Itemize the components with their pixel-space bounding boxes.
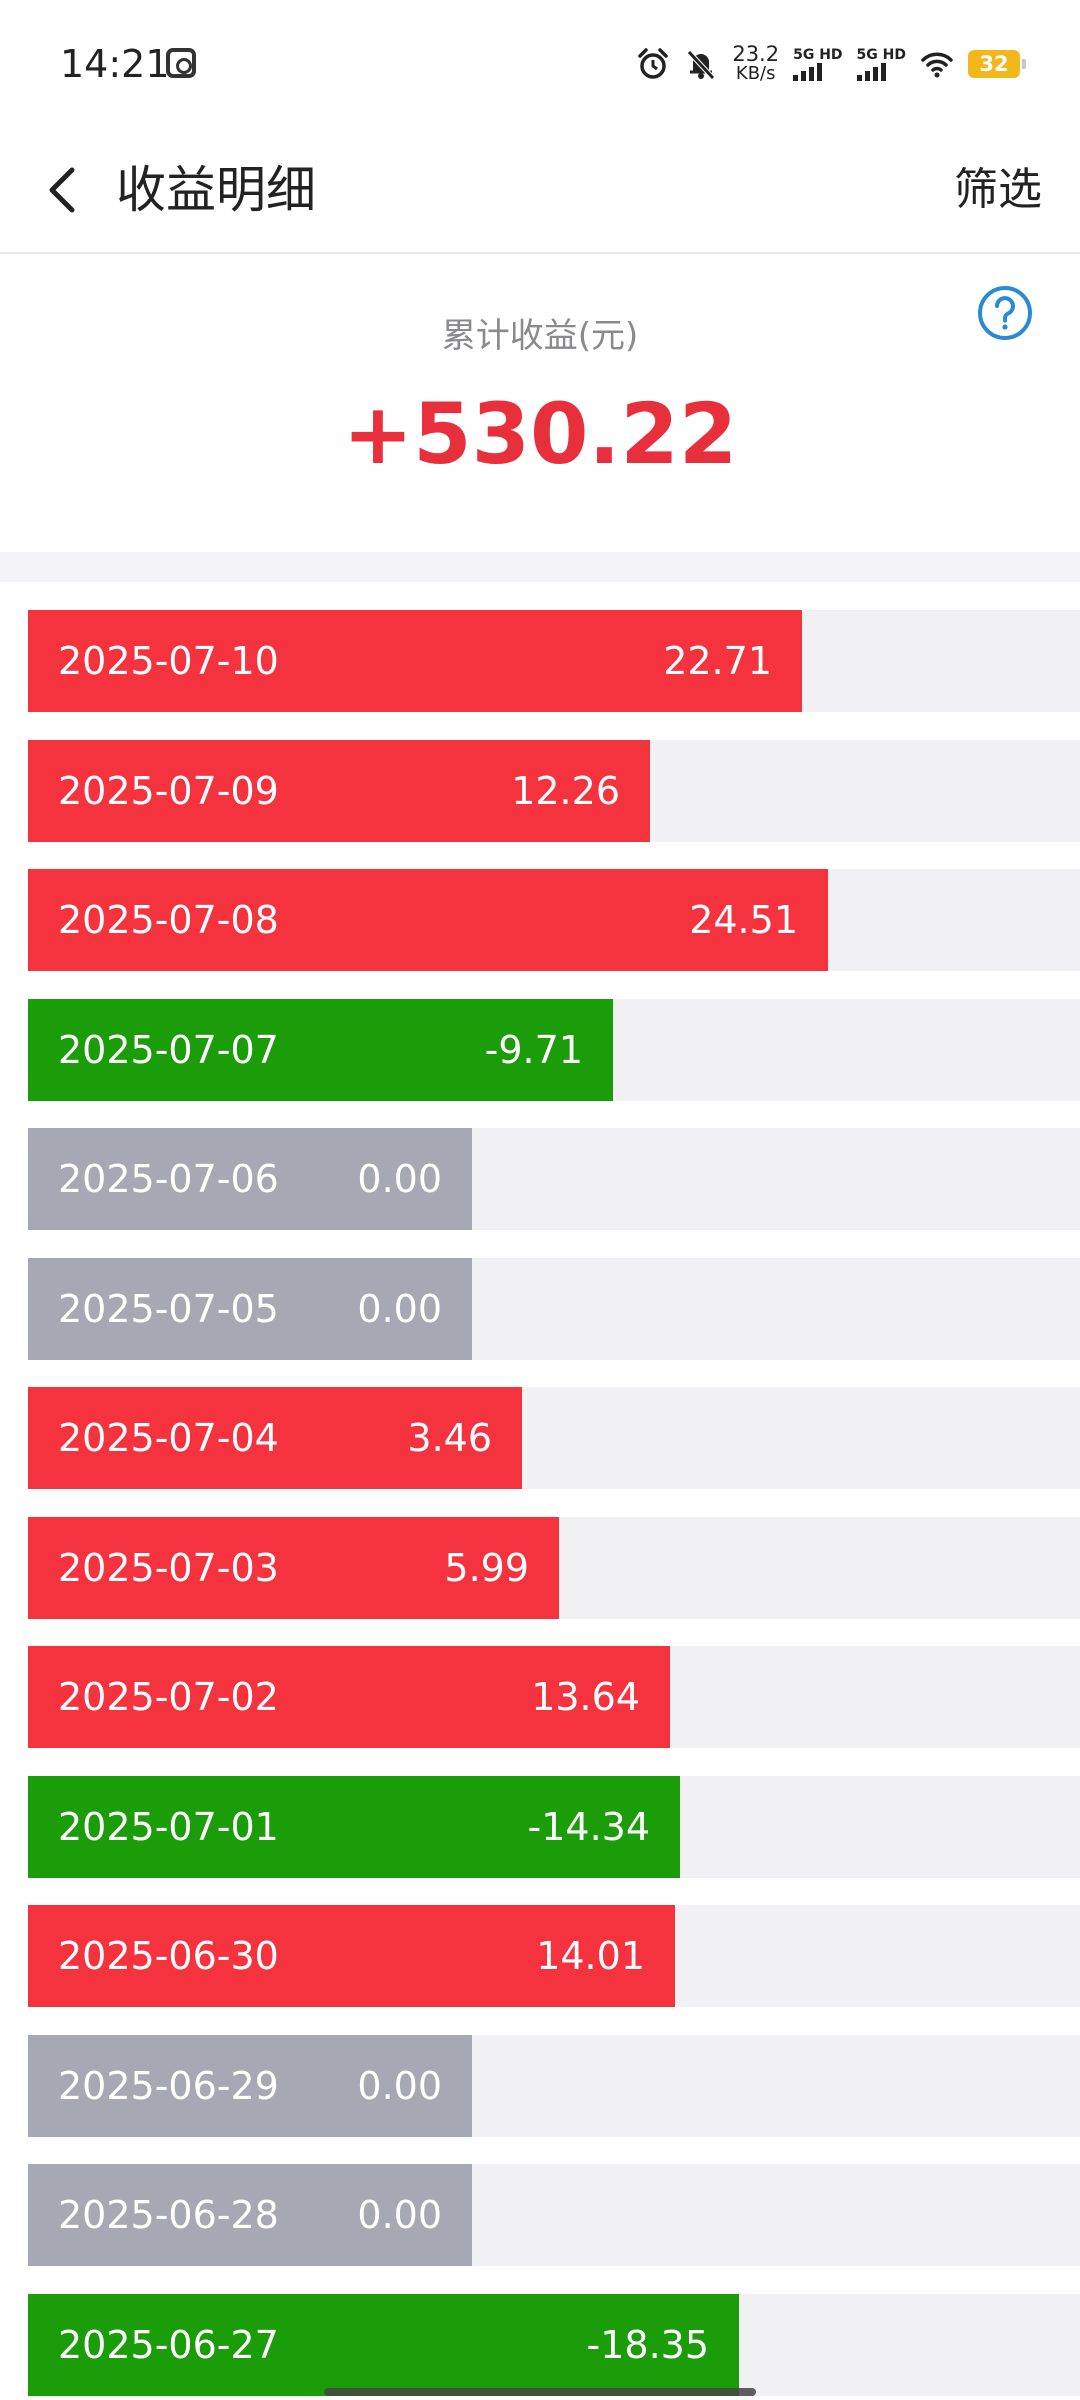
earnings-bar	[28, 869, 828, 971]
earnings-row[interactable]: 2025-07-09 12.26	[28, 739, 1080, 842]
cumulative-earnings-label: 累计收益(元)	[441, 316, 639, 356]
earnings-amount: 3.46	[407, 1416, 492, 1460]
back-button[interactable]	[30, 150, 110, 230]
earnings-row[interactable]: 2025-07-05 0.00	[28, 1257, 1080, 1360]
daily-earnings-list[interactable]: 2025-07-10 22.71 2025-07-09 12.26 2025-07-08…	[0, 582, 1080, 2400]
chevron-left-icon	[49, 167, 75, 213]
earnings-bar	[28, 1905, 675, 2007]
earnings-date: 2025-07-04	[58, 1416, 279, 1460]
earnings-bar	[28, 1128, 472, 1230]
earnings-amount: 24.51	[689, 898, 798, 942]
earnings-bar	[28, 1646, 670, 1748]
earnings-date: 2025-06-29	[58, 2063, 279, 2108]
cumulative-earnings-value: +530.22	[342, 385, 738, 483]
earnings-bar	[28, 1387, 522, 1489]
earnings-amount: 0.00	[357, 2193, 442, 2237]
earnings-amount: 13.64	[531, 1675, 640, 1719]
sim1-signal-icon: 5G HD	[793, 47, 843, 81]
sim2-label: 5G HD	[856, 47, 906, 63]
mute-icon	[687, 50, 716, 80]
earnings-row[interactable]: 2025-07-01 -14.34	[28, 1775, 1080, 1878]
earnings-bar	[28, 2293, 739, 2396]
status-time: 14:21	[60, 42, 170, 86]
earnings-date: 2025-07-02	[58, 1675, 279, 1719]
earnings-row[interactable]: 2025-07-10 22.71	[28, 610, 1080, 712]
help-circle-icon[interactable]	[976, 284, 1034, 342]
earnings-row[interactable]: 2025-06-27 -18.35	[28, 2293, 1080, 2396]
status-bar: 14:21 23.2 KB/s 5G HD	[0, 0, 1080, 128]
earnings-amount: 0.00	[357, 1157, 442, 1201]
earnings-date: 2025-06-28	[58, 2193, 279, 2237]
earnings-summary: 累计收益(元) +530.22	[0, 254, 1080, 552]
earnings-amount: 0.00	[357, 1286, 442, 1331]
earnings-amount: -18.35	[586, 2322, 710, 2367]
earnings-row[interactable]: 2025-07-03 5.99	[28, 1516, 1080, 1619]
gallery-icon	[166, 48, 196, 78]
sim1-label: 5G HD	[793, 47, 843, 63]
earnings-date: 2025-07-08	[58, 898, 279, 942]
earnings-bar	[28, 998, 613, 1101]
net-speed-value: 23.2	[732, 42, 780, 66]
earnings-amount: 22.71	[663, 639, 772, 683]
sim2-signal-icon: 5G HD	[856, 47, 906, 81]
earnings-row[interactable]: 2025-07-06 0.00	[28, 1128, 1080, 1230]
earnings-row[interactable]: 2025-07-07 -9.71	[28, 998, 1080, 1101]
filter-button[interactable]: 筛选	[954, 164, 1042, 215]
earnings-date: 2025-07-06	[58, 1157, 279, 1201]
earnings-amount: 14.01	[536, 1934, 645, 1978]
app-header: 收益明细 筛选	[0, 128, 1080, 254]
earnings-bar	[28, 739, 650, 842]
earnings-bar	[28, 610, 802, 712]
status-icons: 23.2 KB/s 5G HD 5G HD 32	[636, 38, 1026, 90]
earnings-amount: 5.99	[444, 1545, 529, 1590]
earnings-bar	[28, 1516, 559, 1619]
earnings-date: 2025-07-03	[58, 1545, 279, 1590]
earnings-date: 2025-07-05	[58, 1286, 279, 1331]
earnings-bar	[28, 1257, 472, 1360]
earnings-amount: -14.34	[527, 1804, 651, 1849]
earnings-date: 2025-07-01	[58, 1804, 279, 1849]
battery-icon: 32	[968, 50, 1026, 78]
battery-level: 32	[979, 52, 1009, 76]
wifi-icon	[921, 52, 953, 78]
earnings-row[interactable]: 2025-07-04 3.46	[28, 1387, 1080, 1489]
net-speed-unit: KB/s	[735, 63, 776, 84]
earnings-bar	[28, 2034, 472, 2137]
earnings-date: 2025-06-27	[58, 2322, 279, 2367]
earnings-row[interactable]: 2025-07-08 24.51	[28, 869, 1080, 971]
net-speed: 23.2 KB/s	[732, 42, 780, 84]
earnings-amount: 0.00	[357, 2063, 442, 2108]
section-divider	[0, 552, 1080, 582]
earnings-amount: 12.26	[511, 768, 620, 813]
earnings-amount: -9.71	[484, 1027, 583, 1072]
earnings-date: 2025-07-10	[58, 639, 279, 683]
earnings-row[interactable]: 2025-06-30 14.01	[28, 1905, 1080, 2007]
earnings-bar	[28, 2164, 472, 2266]
page-title: 收益明细	[116, 161, 316, 219]
earnings-row[interactable]: 2025-06-28 0.00	[28, 2164, 1080, 2266]
earnings-bar	[28, 1775, 680, 1878]
earnings-date: 2025-06-30	[58, 1934, 279, 1978]
earnings-date: 2025-07-07	[58, 1027, 279, 1072]
earnings-date: 2025-07-09	[58, 768, 279, 813]
home-indicator[interactable]	[324, 2388, 756, 2396]
earnings-row[interactable]: 2025-06-29 0.00	[28, 2034, 1080, 2137]
alarm-icon	[638, 48, 669, 79]
earnings-row[interactable]: 2025-07-02 13.64	[28, 1646, 1080, 1748]
